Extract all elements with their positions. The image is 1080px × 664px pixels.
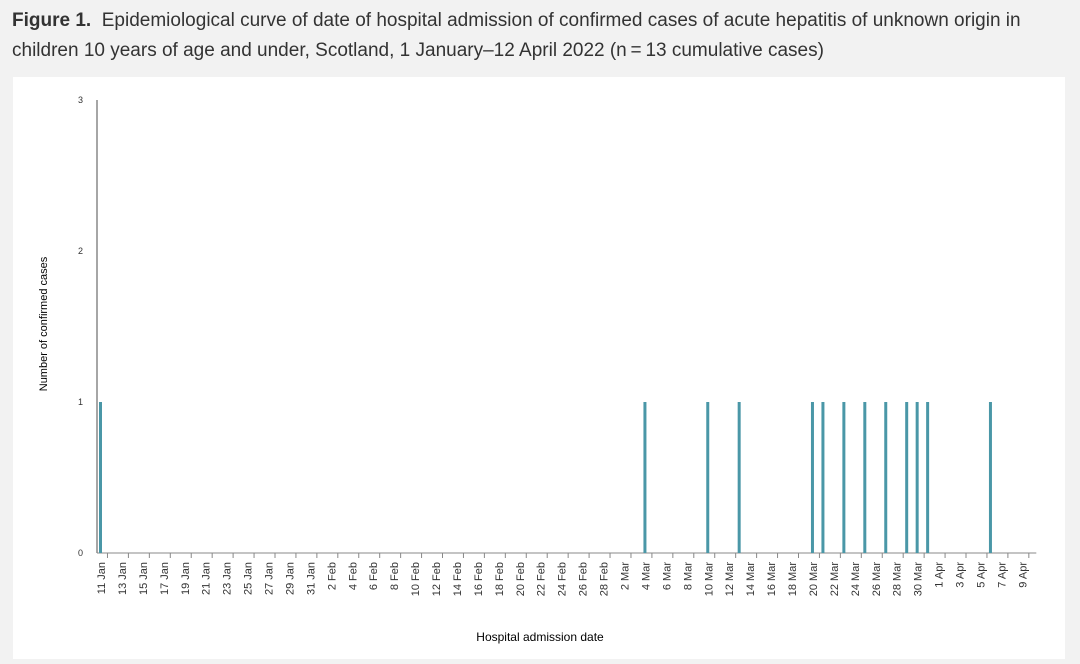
x-tick-label: 14 Mar [745,562,757,597]
x-tick-label: 20 Mar [808,562,820,597]
x-tick-label: 7 Apr [996,562,1008,588]
x-tick-label: 24 Mar [850,562,862,597]
bar-25-mar [863,402,867,553]
x-tick-label: 20 Feb [515,562,527,596]
figure-title: Figure 1. Epidemiological curve of date … [12,6,1072,66]
x-tick-label: 16 Feb [473,562,485,596]
bar-4-mar [643,402,647,553]
x-tick-label: 8 Feb [389,562,401,590]
x-tick-label: 6 Feb [368,562,380,590]
x-tick-label: 28 Feb [599,562,611,596]
bar-27-mar [884,402,888,553]
x-tick-label: 28 Mar [892,562,904,597]
y-tick-label: 0 [78,548,83,558]
x-tick-label: 26 Mar [871,562,883,597]
x-tick-label: 21 Jan [201,562,213,595]
bar-21-mar [821,402,825,553]
x-tick-label: 26 Feb [578,562,590,596]
x-tick-label: 12 Feb [431,562,443,596]
bar-10-mar [706,402,710,553]
x-tick-label: 4 Feb [347,562,359,590]
figure-label: Figure 1. [12,10,92,31]
x-tick-label: 1 Apr [934,562,946,588]
x-tick-label: 5 Apr [975,562,987,588]
y-tick-label: 2 [78,246,83,256]
x-tick-label: 6 Mar [661,562,673,590]
x-tick-label: 16 Mar [766,562,778,597]
x-tick-label: 13 Jan [117,562,129,595]
x-tick-label: 3 Apr [955,562,967,588]
x-tick-label: 22 Mar [829,562,841,597]
bar-13-mar [737,402,741,553]
x-tick-label: 22 Feb [536,562,548,596]
bars [99,402,992,553]
bar-29-mar [905,402,909,553]
x-tick-label: 10 Mar [703,562,715,597]
x-axis: 11 Jan 13 Jan 15 Jan 17 Jan 19 Jan 21 Jan 23 J… [96,552,1037,597]
bar-6-apr [988,402,992,553]
figure-caption: Epidemiological curve of date of hospita… [12,10,1021,61]
y-axis-title: Number of confirmed cases [38,256,50,391]
x-tick-label: 11 Jan [96,562,108,594]
bar-23-mar [842,402,846,553]
x-tick-label: 25 Jan [243,562,255,595]
x-tick-label: 10 Feb [410,562,422,596]
x-tick-label: 29 Jan [284,562,296,595]
x-tick-label: 30 Mar [913,562,925,597]
bar-30-mar [915,402,919,553]
x-tick-label: 9 Apr [1017,562,1029,588]
x-tick-label: 24 Feb [557,562,569,596]
x-tick-label: 18 Mar [787,562,799,597]
x-tick-label: 12 Mar [724,562,736,597]
x-tick-label: 31 Jan [305,562,317,595]
x-tick-label: 2 Feb [326,562,338,590]
bar-20-mar [810,402,814,553]
y-tick-label: 3 [78,95,83,105]
x-axis-title: Hospital admission date [476,630,604,644]
y-axis: 0 1 2 3 [78,95,98,558]
x-tick-label: 15 Jan [138,562,150,595]
epicurve-chart: 0 1 2 3 11 Jan 13 Jan 15 Jan 17 Jan 19 Jan 21 Ja… [38,95,1037,644]
x-tick-label: 19 Jan [180,562,192,595]
x-tick-label: 17 Jan [159,562,171,595]
x-tick-label: 23 Jan [222,562,234,595]
x-tick-label: 14 Feb [452,562,464,596]
x-tick-label: 18 Feb [494,562,506,596]
y-tick-label: 1 [78,397,83,407]
bar-11-jan [99,402,102,553]
bar-31-mar [926,402,930,553]
x-tick-label: 8 Mar [682,562,694,590]
x-tick-label: 2 Mar [620,562,632,590]
x-tick-label: 27 Jan [264,562,276,595]
chart-panel: 0 1 2 3 11 Jan 13 Jan 15 Jan 17 Jan 19 Jan 21 Ja… [13,77,1065,659]
x-tick-label: 4 Mar [640,562,652,590]
